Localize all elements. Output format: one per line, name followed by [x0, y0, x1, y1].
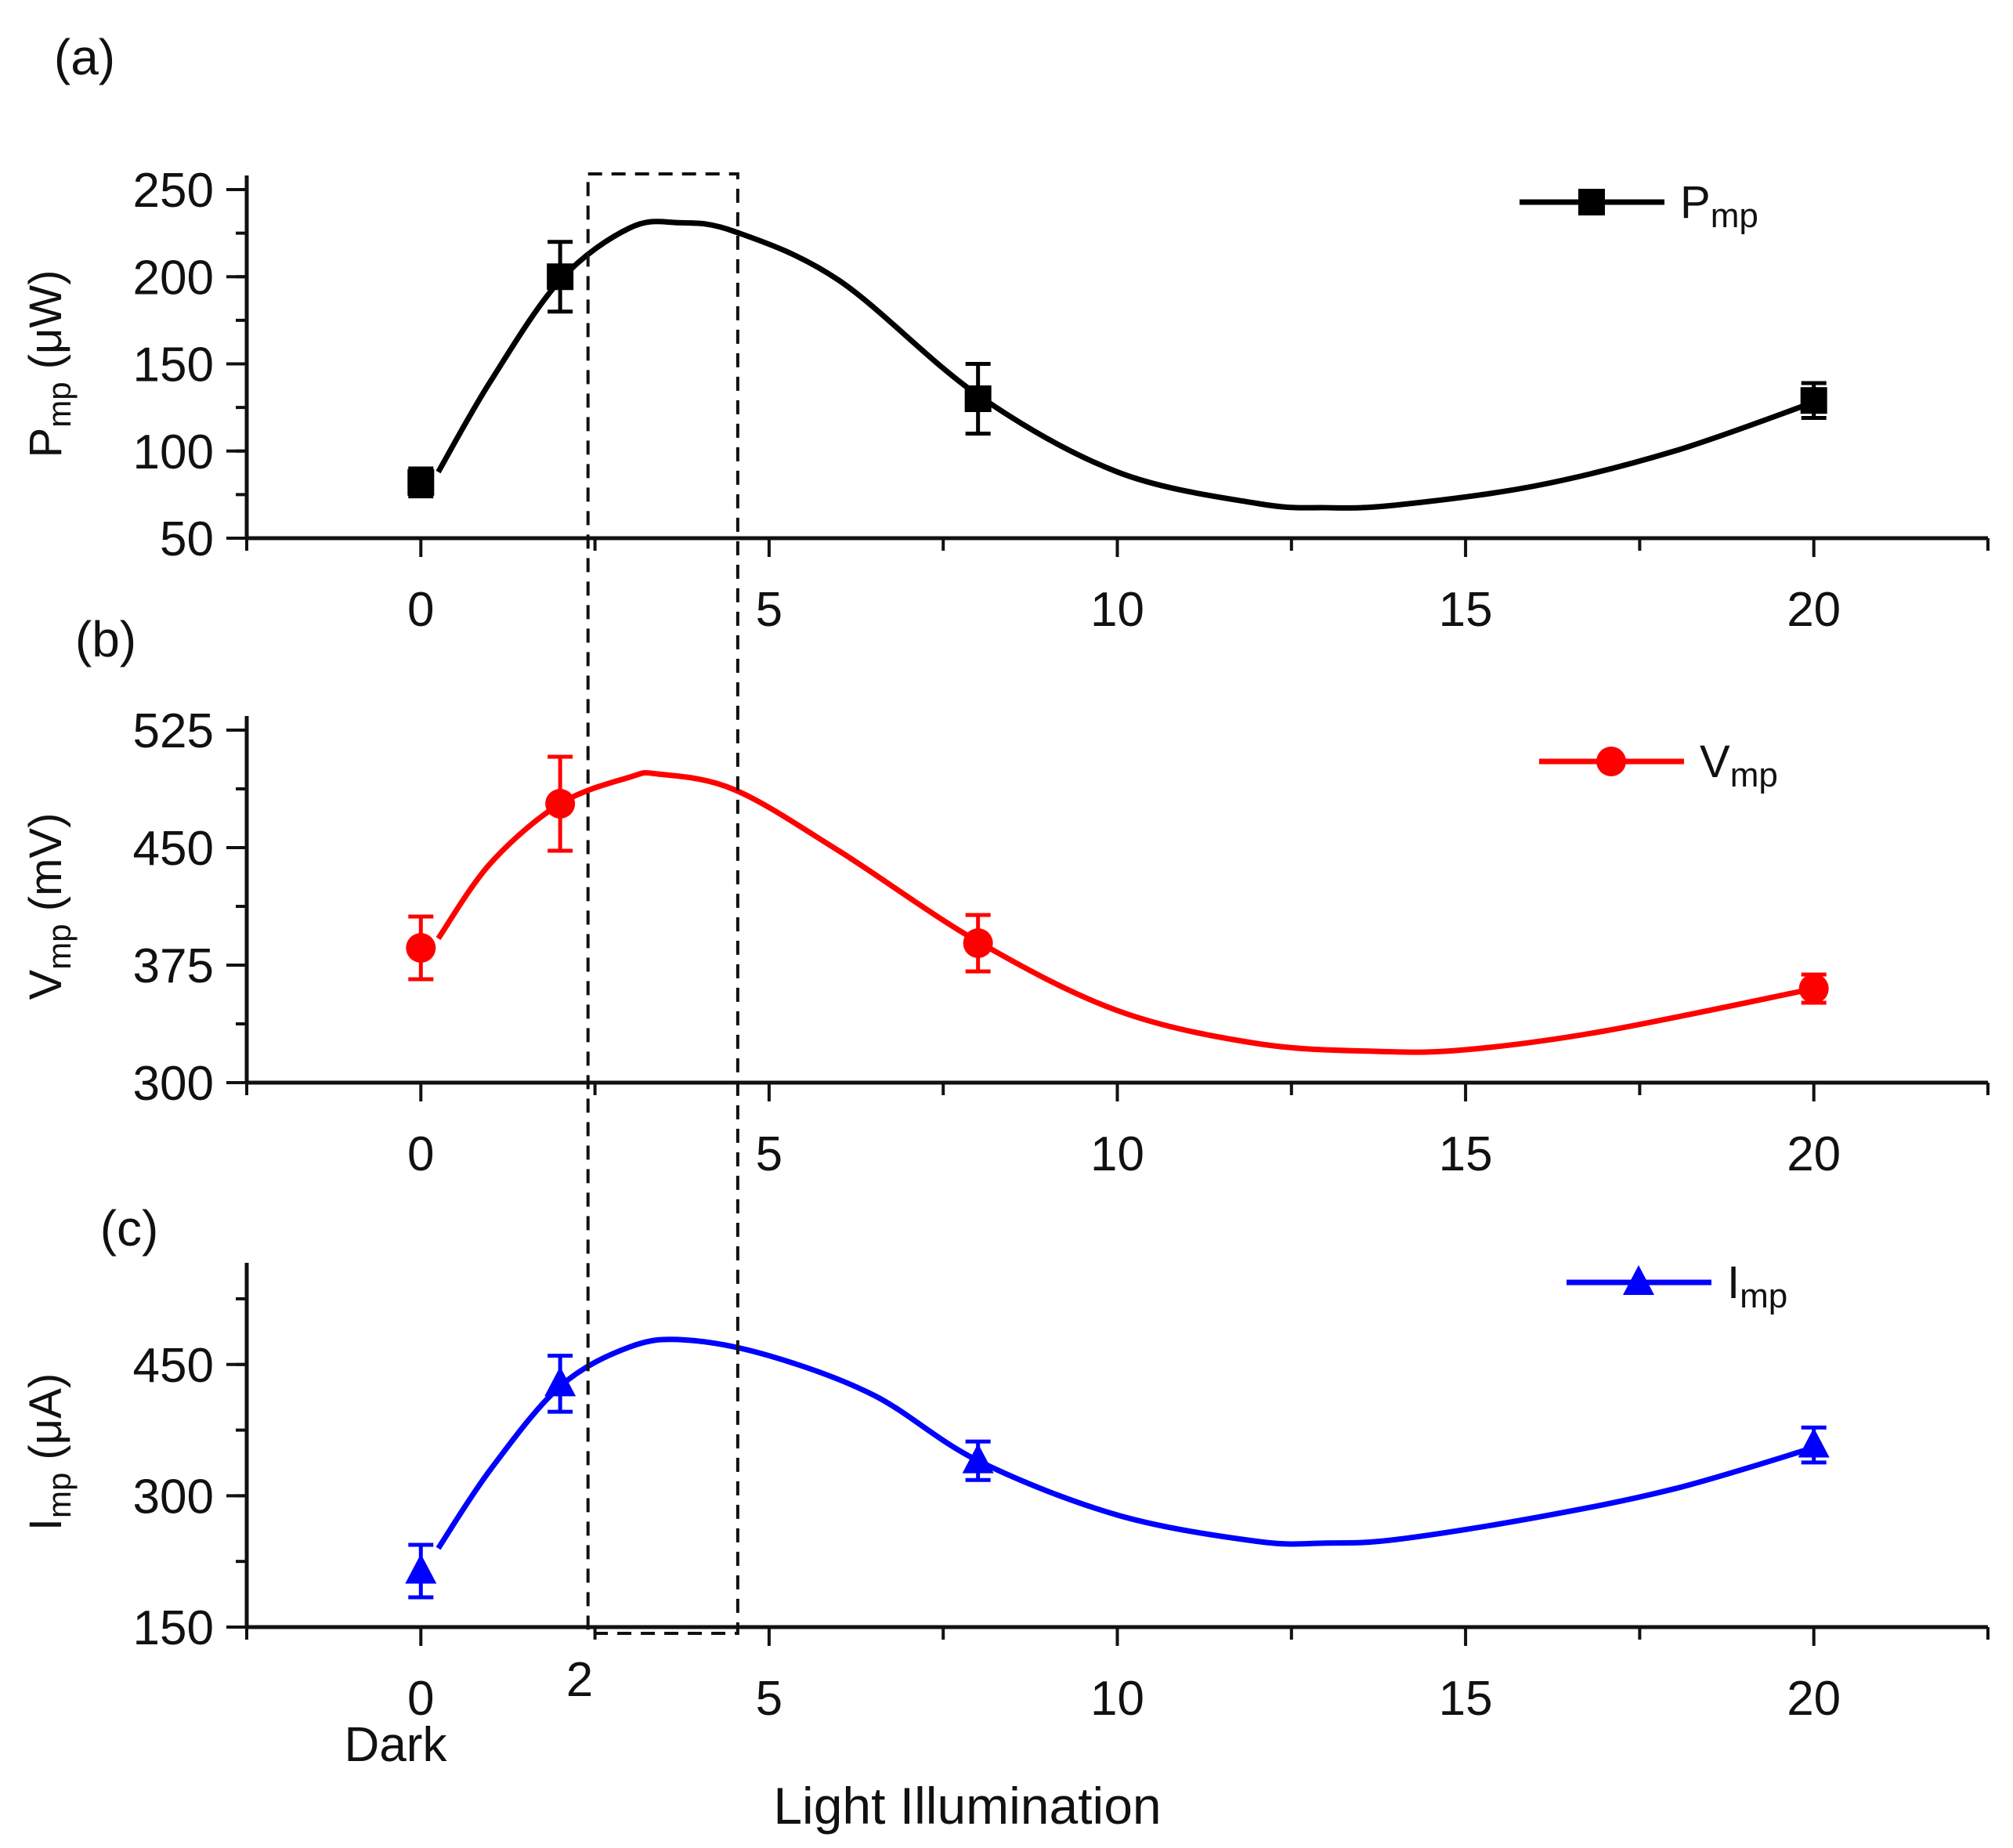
- y-axis-title: Vmp (mV): [20, 813, 78, 1000]
- x-tick-label: 20: [1787, 1672, 1841, 1726]
- y-tick-label: 150: [133, 338, 214, 392]
- dark-label: Dark: [345, 1718, 448, 1772]
- legend-label-sub: mp: [1740, 1277, 1787, 1315]
- data-point: [1800, 387, 1827, 414]
- x-axis-title: Light Illumination: [773, 1777, 1161, 1835]
- legend-label-main: V: [1700, 736, 1730, 787]
- x-tick-label: 10: [1090, 583, 1144, 637]
- legend-label-main: I: [1727, 1257, 1740, 1308]
- x-tick-label: 10: [1090, 1127, 1144, 1181]
- y-tick-label: 100: [133, 425, 214, 479]
- y-axis-title: Pmp (μW): [20, 270, 78, 458]
- y-axis-title-sub: mp: [41, 382, 78, 427]
- x-tick-label: 20: [1787, 1127, 1841, 1181]
- legend-label-sub: mp: [1730, 756, 1778, 794]
- data-point: [545, 789, 576, 819]
- y-tick-label: 450: [133, 1339, 214, 1393]
- y-tick-label: 300: [133, 1057, 214, 1111]
- y-tick-label: 250: [133, 164, 214, 218]
- x-tick-label: 20: [1787, 583, 1841, 637]
- legend-label: Vmp: [1700, 736, 1778, 794]
- y-axis-title-unit: (mV): [20, 813, 71, 924]
- y-axis-title-sub: mp: [41, 924, 78, 969]
- legend-label-main: P: [1680, 177, 1711, 228]
- panel-letter: (a): [54, 29, 115, 85]
- data-point: [1798, 974, 1829, 1004]
- data-point: [405, 1553, 437, 1584]
- series-curve: [435, 1336, 1815, 1550]
- y-axis-title-unit: (μA): [20, 1373, 71, 1473]
- x-tick-label: 10: [1090, 1672, 1144, 1726]
- legend-label-sub: mp: [1711, 197, 1758, 235]
- y-tick-label: 200: [133, 251, 214, 305]
- y-axis-title-main: V: [20, 969, 71, 1000]
- y-tick-label: 50: [160, 512, 214, 566]
- y-tick-label: 150: [133, 1601, 214, 1655]
- data-point: [964, 385, 992, 412]
- x-tick-label: 5: [756, 1672, 782, 1726]
- x-tick-label: 5: [756, 1127, 782, 1181]
- x-tick-label: 15: [1439, 583, 1493, 637]
- x-tick-label: 15: [1439, 1672, 1493, 1726]
- series-curve: [435, 769, 1815, 1055]
- y-axis-title: Imp (μA): [20, 1373, 78, 1531]
- y-tick-label: 375: [133, 939, 214, 993]
- y-axis-title-main: P: [20, 428, 71, 458]
- x-tick-label: 5: [756, 583, 782, 637]
- data-point: [407, 468, 435, 496]
- legend-label: Imp: [1727, 1257, 1787, 1315]
- x-tick-label: 0: [407, 1127, 434, 1181]
- highlight-rect: [586, 172, 739, 1635]
- legend-marker: [1596, 747, 1626, 776]
- data-point: [544, 1366, 576, 1397]
- panel-letter: (c): [100, 1200, 159, 1257]
- series-curve: [435, 219, 1815, 511]
- y-tick-label: 450: [133, 822, 214, 876]
- legend-marker: [1623, 1265, 1654, 1295]
- legend-label: Pmp: [1680, 177, 1758, 235]
- y-axis-title-main: I: [20, 1518, 71, 1531]
- two-label: 2: [566, 1653, 593, 1707]
- y-axis-title-sub: mp: [41, 1473, 78, 1518]
- y-tick-label: 300: [133, 1470, 214, 1524]
- legend-marker: [1578, 189, 1605, 215]
- data-point: [406, 933, 436, 963]
- y-axis-title-unit: (μW): [20, 270, 71, 382]
- x-tick-label: 0: [407, 1672, 434, 1726]
- data-point: [547, 263, 574, 291]
- panel-letter: (b): [75, 611, 136, 667]
- data-point: [1798, 1427, 1830, 1458]
- data-point: [963, 928, 993, 958]
- highlight-box: [586, 172, 739, 1635]
- y-tick-label: 525: [133, 704, 214, 758]
- x-tick-label: 0: [407, 583, 434, 637]
- data-point: [962, 1443, 994, 1474]
- x-tick-label: 15: [1439, 1127, 1493, 1181]
